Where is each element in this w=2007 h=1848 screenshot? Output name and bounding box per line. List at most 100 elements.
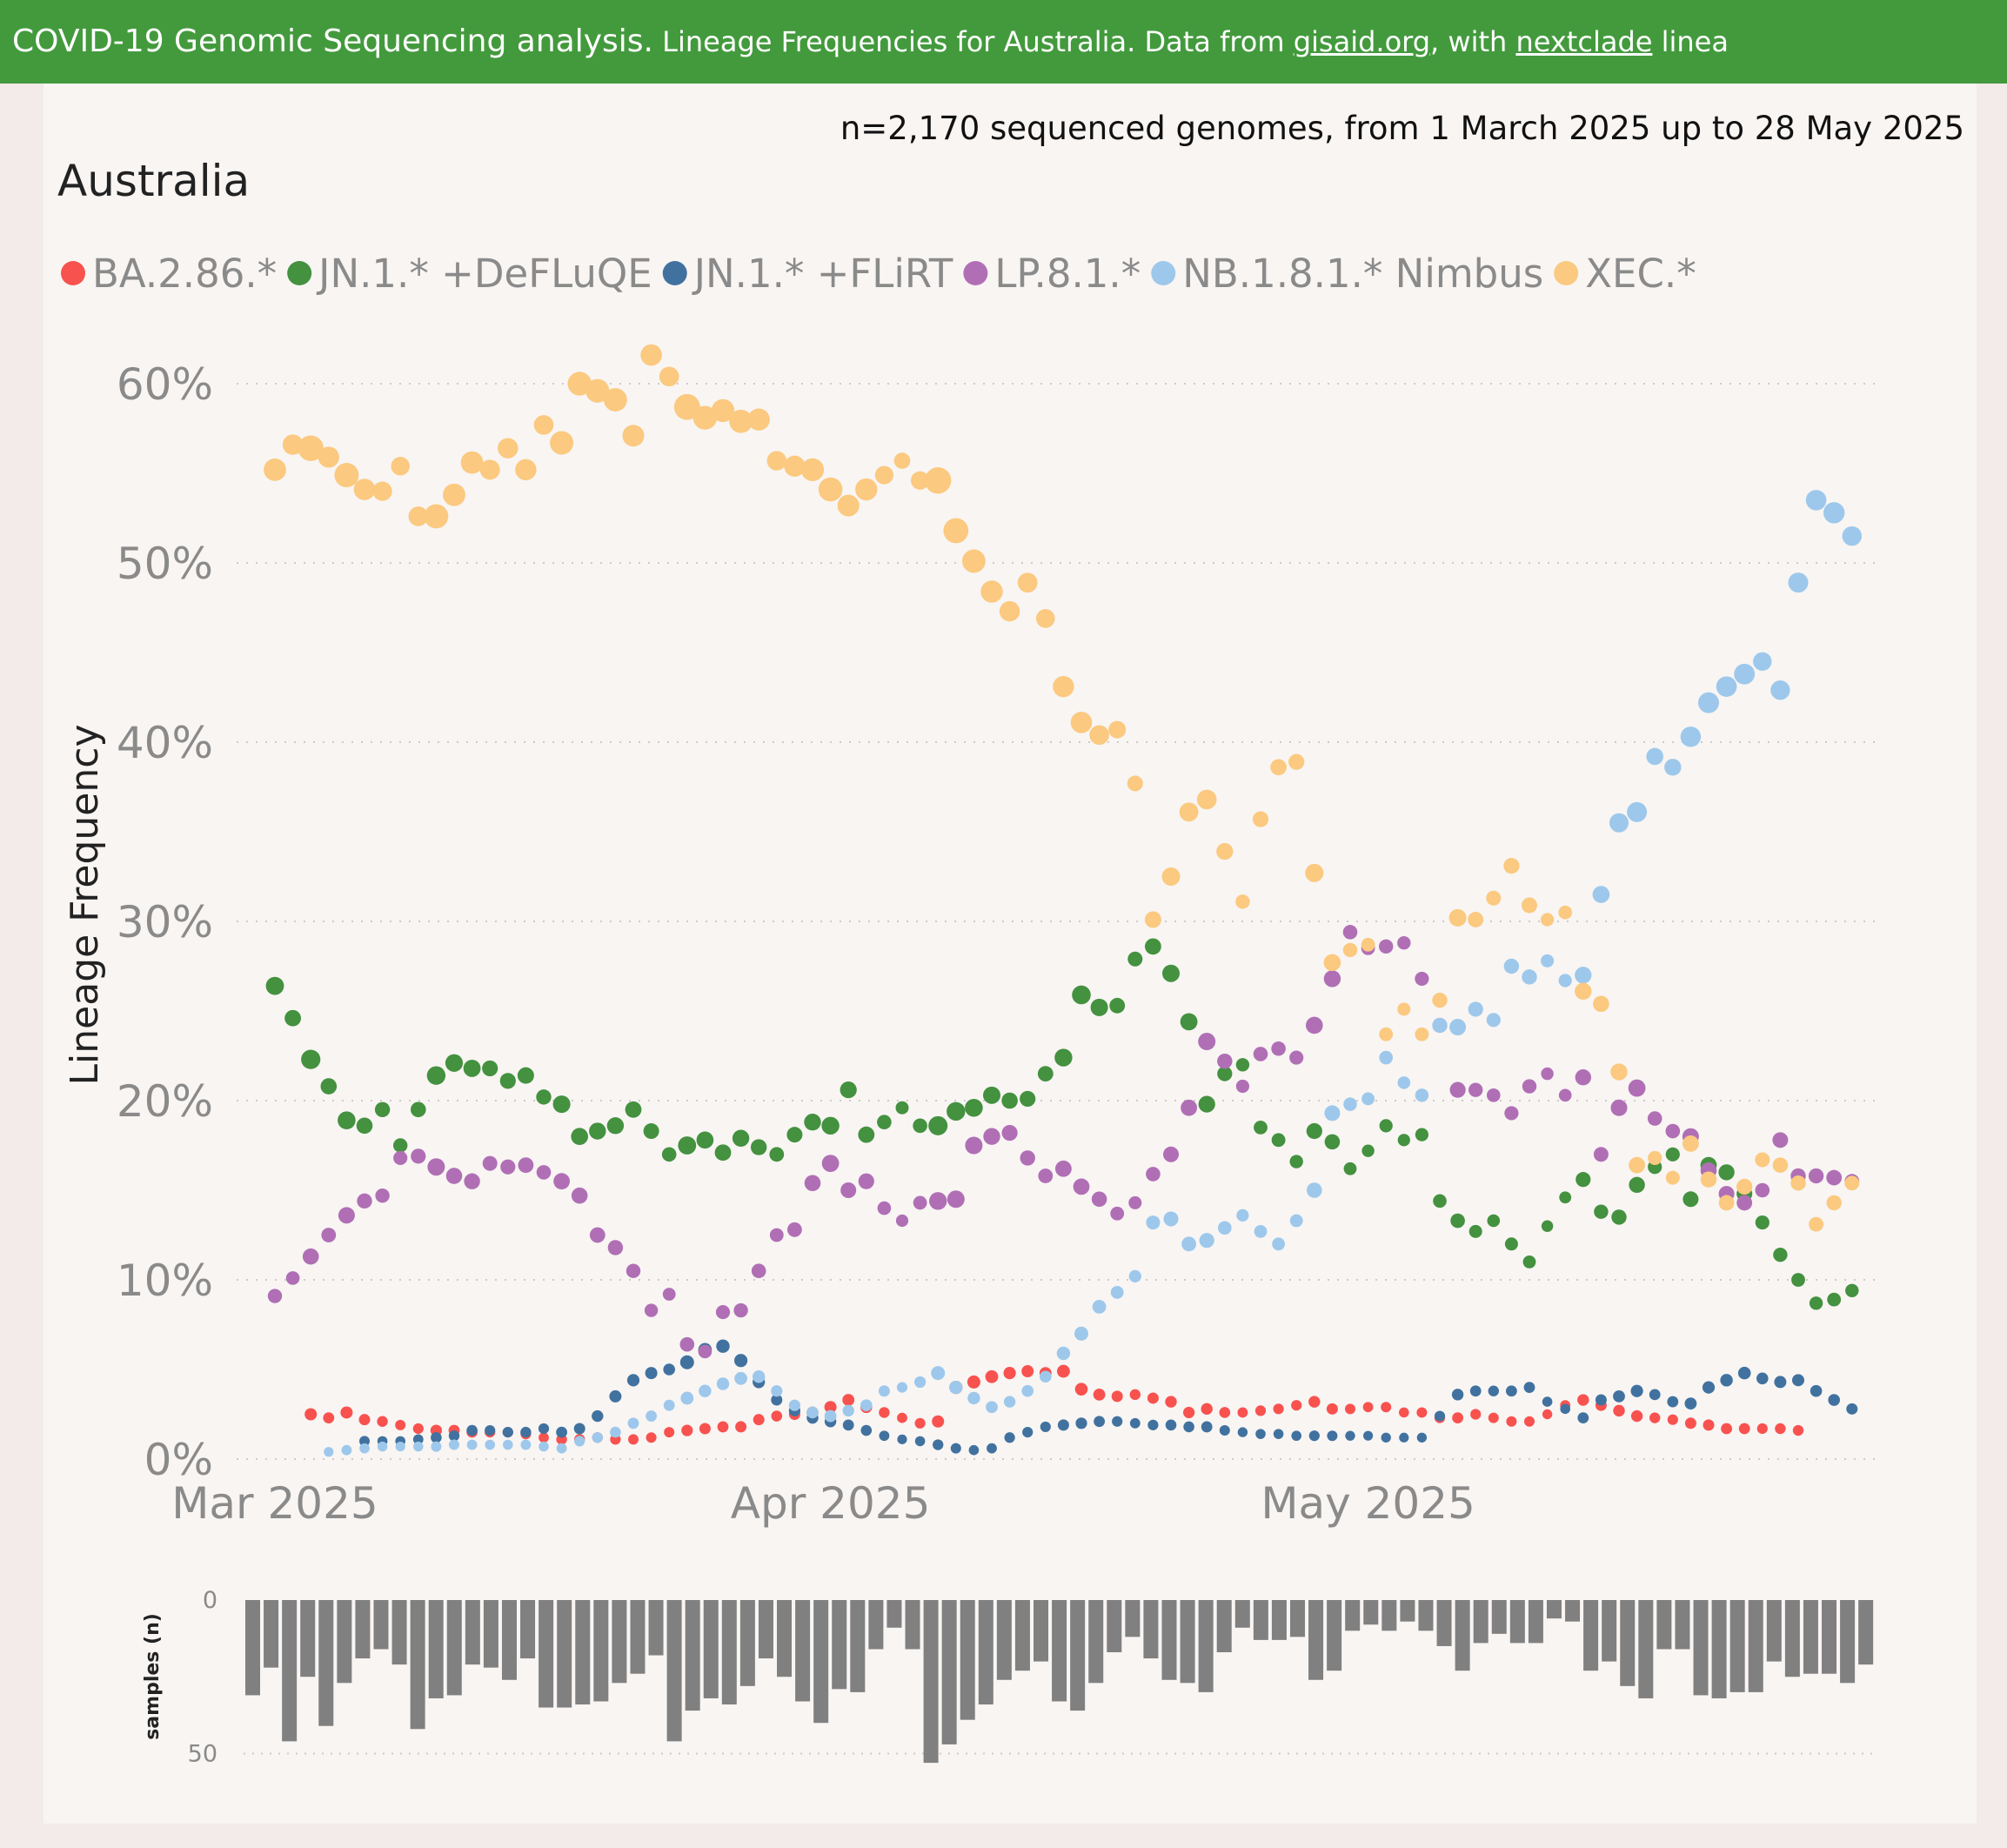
samples-bar bbox=[501, 1600, 517, 1680]
samples-bar bbox=[391, 1600, 407, 1665]
legend-item[interactable]: JN.1.* +DeFLuQE bbox=[287, 251, 652, 297]
data-point bbox=[1416, 1407, 1428, 1418]
legend-label: JN.1.* +FLiRT bbox=[692, 251, 953, 297]
samples-bar bbox=[630, 1600, 646, 1674]
data-point bbox=[999, 600, 1020, 622]
data-point bbox=[449, 1439, 459, 1450]
data-point bbox=[1345, 1430, 1355, 1441]
data-point bbox=[321, 1228, 337, 1242]
data-point bbox=[426, 1066, 446, 1085]
data-point bbox=[1448, 908, 1467, 927]
data-point bbox=[1021, 1384, 1034, 1397]
legend-item[interactable]: NB.1.8.1.* Nimbus bbox=[1151, 251, 1543, 297]
data-point bbox=[692, 405, 718, 430]
header-subtitle-pre: Lineage Frequencies for Australia. Data … bbox=[652, 25, 1294, 58]
data-point bbox=[1827, 1292, 1842, 1307]
data-point bbox=[1129, 1417, 1141, 1429]
data-point bbox=[1805, 490, 1827, 511]
legend-marker-icon bbox=[287, 261, 312, 285]
data-point bbox=[931, 1366, 946, 1381]
data-point bbox=[1038, 1168, 1054, 1183]
data-point bbox=[301, 1049, 321, 1069]
data-point bbox=[538, 1423, 550, 1435]
samples-bar bbox=[355, 1600, 371, 1659]
data-point bbox=[753, 1414, 765, 1426]
samples-bar bbox=[539, 1600, 554, 1708]
data-point bbox=[1147, 1392, 1159, 1404]
data-point bbox=[1595, 1394, 1607, 1406]
data-point bbox=[1362, 1402, 1374, 1413]
data-point bbox=[285, 1271, 300, 1285]
data-point bbox=[1593, 1147, 1609, 1162]
data-point bbox=[1630, 1409, 1643, 1423]
data-point bbox=[1165, 1396, 1177, 1408]
data-point bbox=[732, 1129, 750, 1147]
data-point bbox=[893, 452, 911, 469]
data-point bbox=[567, 372, 592, 396]
legend-item[interactable]: LP.8.1.* bbox=[963, 251, 1141, 297]
data-point bbox=[929, 1192, 947, 1210]
data-point bbox=[589, 1227, 605, 1243]
data-point bbox=[837, 494, 860, 517]
data-point bbox=[1306, 1122, 1322, 1140]
data-point bbox=[359, 1436, 370, 1447]
data-point bbox=[1756, 1372, 1769, 1385]
samples-bar bbox=[795, 1600, 811, 1702]
legend-item[interactable]: BA.2.86.* bbox=[61, 251, 277, 297]
data-point bbox=[734, 1371, 747, 1385]
data-point bbox=[556, 1426, 567, 1438]
data-point bbox=[1627, 801, 1648, 822]
data-point bbox=[482, 1155, 498, 1171]
data-point bbox=[1199, 1233, 1214, 1249]
data-point bbox=[747, 408, 770, 431]
data-point bbox=[1196, 789, 1217, 810]
data-point bbox=[1449, 1081, 1466, 1098]
data-point bbox=[1628, 1079, 1646, 1097]
data-point bbox=[1773, 1247, 1788, 1262]
data-point bbox=[1468, 1082, 1483, 1097]
data-point bbox=[556, 1443, 567, 1454]
data-point bbox=[1003, 1367, 1016, 1380]
y-tick-label: 30% bbox=[117, 897, 213, 947]
data-point bbox=[1181, 1099, 1197, 1116]
data-point bbox=[574, 1436, 585, 1447]
samples-bar bbox=[1675, 1600, 1690, 1650]
data-point bbox=[298, 435, 324, 461]
data-point bbox=[1181, 1236, 1196, 1252]
data-point bbox=[879, 1430, 890, 1442]
data-point bbox=[550, 431, 574, 455]
data-point bbox=[1128, 1195, 1142, 1209]
data-point bbox=[1163, 1146, 1179, 1162]
data-point bbox=[1649, 1412, 1661, 1423]
data-point bbox=[1610, 1099, 1628, 1116]
data-point bbox=[1716, 676, 1737, 697]
data-point bbox=[769, 1147, 785, 1162]
legend-item[interactable]: JN.1.* +FLiRT bbox=[662, 251, 953, 297]
samples-bar bbox=[685, 1600, 700, 1711]
data-point bbox=[1756, 1423, 1768, 1435]
data-point bbox=[1415, 1128, 1428, 1142]
data-point bbox=[1021, 1365, 1034, 1378]
data-point bbox=[1452, 1412, 1463, 1424]
data-point bbox=[1323, 954, 1341, 972]
samples-bar bbox=[483, 1600, 498, 1668]
data-point bbox=[1254, 1121, 1268, 1135]
nextclade-link[interactable]: nextclade bbox=[1515, 25, 1653, 58]
legend-item[interactable]: XEC.* bbox=[1554, 251, 1696, 297]
data-point bbox=[1163, 1211, 1179, 1227]
data-point bbox=[445, 1168, 463, 1184]
samples-bar bbox=[1840, 1600, 1856, 1684]
data-point bbox=[1451, 1389, 1464, 1401]
gisaid-link[interactable]: gisaid.org bbox=[1293, 25, 1431, 58]
y-axis-title: Lineage Frequency bbox=[63, 725, 107, 1086]
data-point bbox=[498, 438, 518, 459]
data-point bbox=[1577, 1412, 1589, 1424]
data-point bbox=[1145, 938, 1161, 955]
data-point bbox=[1823, 502, 1845, 524]
data-point bbox=[1003, 1396, 1016, 1408]
data-point bbox=[1522, 1079, 1537, 1094]
data-point bbox=[1271, 1041, 1286, 1056]
data-point bbox=[1073, 1178, 1090, 1195]
data-point bbox=[1217, 1066, 1233, 1081]
